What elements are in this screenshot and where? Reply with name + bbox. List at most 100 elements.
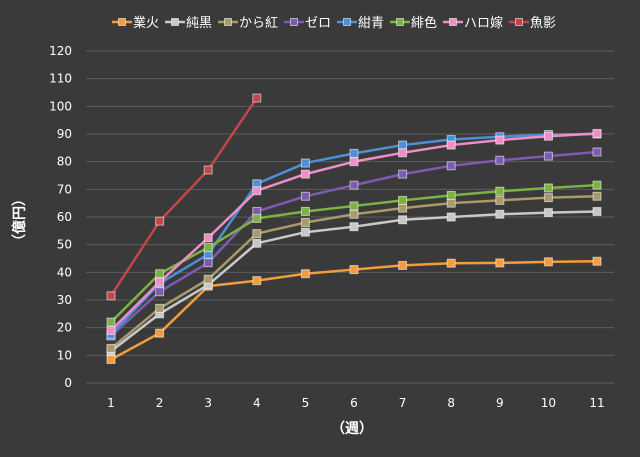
legend-label: 緋色 bbox=[411, 15, 437, 31]
x-axis-title: （週） bbox=[331, 421, 373, 437]
series-lines bbox=[106, 93, 602, 364]
data-point bbox=[106, 291, 116, 301]
x-tick-label: 11 bbox=[589, 396, 604, 410]
legend-item: 魚影 bbox=[509, 16, 556, 31]
legend-marker bbox=[224, 18, 232, 26]
data-point bbox=[398, 195, 408, 205]
data-point bbox=[495, 195, 505, 205]
data-point bbox=[106, 317, 116, 327]
data-point bbox=[349, 201, 359, 211]
data-point bbox=[155, 303, 165, 313]
legend-marker bbox=[515, 18, 523, 26]
data-point bbox=[155, 269, 165, 279]
y-tick-label: 100 bbox=[49, 99, 72, 113]
legend-label: ゼロ bbox=[305, 16, 331, 31]
y-tick-label: 60 bbox=[57, 210, 72, 224]
data-point bbox=[592, 128, 602, 138]
data-point bbox=[106, 354, 116, 364]
series-7 bbox=[106, 128, 602, 335]
series-3 bbox=[106, 191, 602, 353]
data-point bbox=[398, 148, 408, 158]
data-point bbox=[203, 233, 213, 243]
legend-item: 純黒 bbox=[165, 16, 212, 31]
y-tick-labels: 0 10 20 30 40 50 60 70 80 90 100 110 120 bbox=[49, 44, 72, 390]
data-point bbox=[203, 242, 213, 252]
data-point bbox=[398, 140, 408, 150]
y-tick-label: 0 bbox=[64, 376, 72, 390]
legend-marker bbox=[171, 18, 179, 26]
data-point bbox=[446, 190, 456, 200]
data-point bbox=[349, 222, 359, 232]
data-point bbox=[495, 258, 505, 268]
data-point bbox=[155, 287, 165, 297]
data-point bbox=[300, 269, 310, 279]
y-tick-label: 30 bbox=[57, 293, 72, 307]
x-tick-label: 9 bbox=[496, 396, 504, 410]
series-2 bbox=[106, 206, 602, 356]
legend-label: から紅 bbox=[239, 16, 278, 31]
x-tick-label: 7 bbox=[399, 396, 407, 410]
legend-item: 緋色 bbox=[390, 15, 437, 31]
data-point bbox=[252, 213, 262, 223]
data-point bbox=[155, 277, 165, 287]
data-point bbox=[495, 186, 505, 196]
data-point bbox=[252, 186, 262, 196]
legend-label: 純黒 bbox=[186, 16, 212, 31]
legend-marker bbox=[343, 18, 351, 26]
data-point bbox=[349, 209, 359, 219]
x-tick-label: 2 bbox=[156, 396, 164, 410]
data-point bbox=[349, 148, 359, 158]
y-tick-label: 40 bbox=[57, 265, 72, 279]
y-tick-label: 90 bbox=[57, 127, 72, 141]
legend-item: から紅 bbox=[218, 16, 278, 31]
data-point bbox=[300, 206, 310, 216]
legend-marker bbox=[396, 18, 404, 26]
legend: 業火 純黒 から紅 ゼロ 紺青 緋色 ハロ嫁 魚影 bbox=[112, 15, 556, 31]
data-point bbox=[543, 208, 553, 218]
data-point bbox=[252, 93, 262, 103]
y-tick-label: 80 bbox=[57, 155, 72, 169]
x-tick-label: 1 bbox=[107, 396, 115, 410]
x-tick-label: 6 bbox=[350, 396, 358, 410]
legend-item: ゼロ bbox=[284, 16, 331, 31]
data-point bbox=[252, 229, 262, 239]
data-point bbox=[495, 155, 505, 165]
data-point bbox=[446, 212, 456, 222]
data-point bbox=[543, 257, 553, 267]
legend-marker bbox=[290, 18, 298, 26]
x-tick-label: 10 bbox=[541, 396, 556, 410]
x-tick-label: 5 bbox=[302, 396, 310, 410]
series-8 bbox=[106, 93, 262, 301]
data-point bbox=[349, 265, 359, 275]
data-point bbox=[495, 209, 505, 219]
legend-item: ハロ嫁 bbox=[443, 16, 503, 31]
data-point bbox=[398, 169, 408, 179]
legend-label: ハロ嫁 bbox=[464, 16, 503, 31]
data-point bbox=[592, 256, 602, 266]
data-point bbox=[203, 274, 213, 284]
data-point bbox=[349, 180, 359, 190]
data-point bbox=[300, 218, 310, 228]
data-point bbox=[543, 131, 553, 141]
data-point bbox=[446, 161, 456, 171]
data-point bbox=[543, 183, 553, 193]
data-point bbox=[495, 135, 505, 145]
series-line bbox=[110, 210, 598, 353]
y-tick-label: 110 bbox=[49, 72, 72, 86]
y-axis-title: （億円） bbox=[11, 192, 28, 248]
data-point bbox=[398, 215, 408, 225]
series-6 bbox=[106, 180, 602, 327]
data-point bbox=[398, 260, 408, 270]
y-tick-label: 10 bbox=[57, 348, 72, 362]
data-point bbox=[300, 158, 310, 168]
legend-item: 紺青 bbox=[337, 16, 384, 31]
data-point bbox=[300, 227, 310, 237]
data-point bbox=[446, 140, 456, 150]
data-point bbox=[106, 343, 116, 353]
data-point bbox=[446, 258, 456, 268]
x-tick-labels: 1 2 3 4 5 6 7 8 9 10 11 bbox=[107, 396, 604, 410]
data-point bbox=[592, 180, 602, 190]
data-point bbox=[252, 238, 262, 248]
data-point bbox=[252, 276, 262, 286]
